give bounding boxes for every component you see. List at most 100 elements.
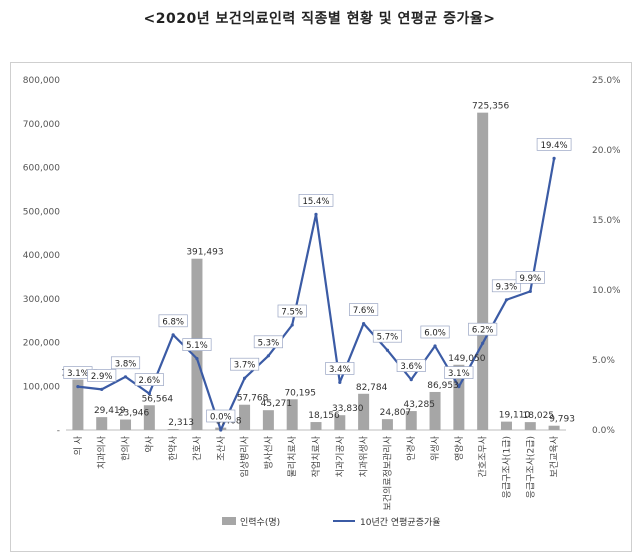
left-axis-tick-label: - [57, 426, 60, 436]
bar-value-label: 57,768 [237, 394, 269, 404]
rate-label: 3.1% [67, 369, 89, 379]
axis-layer: - 100,000 200,000 300,000 400,000 500,000 600,… [23, 76, 621, 511]
rate-label: 3.8% [115, 359, 137, 369]
rate-label: 0.0% [210, 413, 232, 423]
bar-value-label: 725,356 [472, 102, 509, 112]
left-axis-tick-label: 400,000 [23, 251, 60, 261]
left-axis-tick-label: 100,000 [23, 382, 60, 392]
category-label: 위생사 [430, 435, 441, 461]
line-point [409, 378, 413, 382]
rate-label: 2.6% [139, 376, 161, 386]
bar [96, 417, 108, 430]
category-label: 응급구조사(1급) [501, 436, 512, 498]
legend-bar-label: 인력수(명) [240, 516, 280, 528]
bar-value-label: 9,793 [549, 415, 575, 425]
bar-value-label: 149,050 [448, 354, 485, 364]
chart-title: <2020년 보건의료인력 직종별 현황 및 연평균 증가율> [143, 11, 496, 27]
category-label: 물리치료사 [286, 435, 298, 477]
bar-value-label: 82,784 [356, 383, 388, 393]
rate-label-box [349, 303, 379, 316]
rate-label-box [536, 138, 572, 151]
bar [262, 410, 274, 430]
line-point [195, 357, 199, 361]
category-label: 치과기공사 [334, 435, 346, 477]
rate-label: 3.4% [329, 365, 351, 375]
bar [453, 364, 465, 430]
bar [143, 405, 155, 430]
rate-label: 5.7% [377, 333, 399, 343]
category-label: 영양사 [454, 435, 465, 461]
rate-label-box [468, 322, 498, 336]
category-label: 간호조무사 [478, 435, 489, 477]
labels-layer: 115,18529,41923,94656,5642,313391,4935,4… [61, 102, 575, 428]
line-point [528, 289, 532, 293]
bar [524, 422, 536, 430]
line-point [457, 385, 461, 389]
rate-label: 9.9% [519, 274, 541, 284]
rate-label-box [134, 373, 164, 386]
bar [286, 399, 298, 430]
legend-line-label: 10년간 연평균증가율 [360, 517, 441, 528]
bar-value-label: 24,807 [380, 408, 412, 418]
line-point [362, 322, 366, 326]
rate-label: 6.8% [162, 317, 184, 327]
bar [72, 379, 84, 430]
rate-label-box [444, 366, 474, 379]
category-label: 의 사 [73, 435, 84, 455]
category-label: 치과위생사 [358, 435, 370, 477]
line-point [433, 344, 437, 348]
line-point [504, 298, 509, 302]
line-point [76, 385, 80, 389]
bar-value-label: 86,953 [427, 381, 459, 391]
bar-value-label: 43,285 [403, 400, 435, 410]
rate-label: 5.3% [258, 338, 280, 348]
rate-label-box [298, 194, 334, 207]
rate-label-box [87, 369, 117, 382]
category-label: 한약사 [167, 435, 179, 461]
line-point [338, 380, 342, 384]
rate-label-box [420, 325, 450, 339]
right-axis-tick-label: 5.0% [592, 356, 615, 366]
rate-label: 3.1% [448, 369, 470, 379]
rate-label-box [325, 362, 355, 375]
bar-value-label: 19,110 [499, 411, 531, 421]
right-axis-tick-label: 10.0% [592, 286, 621, 296]
rate-label-box [515, 271, 545, 284]
bar [358, 393, 370, 430]
category-label: 간호사 [192, 435, 203, 461]
bar [405, 411, 417, 430]
left-axis-tick-label: 600,000 [23, 164, 60, 174]
rate-label: 5.1% [186, 341, 208, 351]
rate-label: 3.7% [234, 361, 256, 371]
category-label: 약사 [143, 435, 155, 452]
bar [310, 422, 322, 430]
line-point [219, 428, 223, 432]
category-label: 보건의료정보관리사 [382, 435, 393, 510]
bar [120, 419, 132, 430]
bar-value-label: 56,564 [142, 394, 174, 404]
rate-label-box [110, 356, 141, 370]
category-label: 응급구조사(2급) [525, 436, 536, 498]
rate-label-box [277, 304, 307, 318]
legend: 인력수(명) 10년간 연평균증가율 [222, 516, 441, 528]
bar [429, 391, 441, 430]
category-label: 방사선사 [263, 435, 274, 469]
bar [477, 112, 489, 431]
right-axis-tick-label: 15.0% [592, 216, 621, 226]
rate-label-box [253, 335, 283, 349]
rate-label-box [396, 359, 426, 372]
line-point [385, 348, 390, 352]
rate-label-box [372, 329, 402, 343]
left-axis-tick-label: 300,000 [23, 295, 60, 305]
rate-label-box [491, 279, 522, 293]
category-label: 치과의사 [96, 435, 108, 469]
legend-bar-swatch [222, 517, 236, 525]
rate-label-box [182, 338, 212, 351]
right-axis-tick-label: 25.0% [592, 76, 621, 86]
line-point [314, 212, 318, 216]
bar-value-label: 29,419 [94, 406, 126, 416]
rate-label-box [230, 357, 260, 371]
right-axis-tick-label: 20.0% [592, 146, 621, 156]
bar-value-label: 18,156 [308, 411, 340, 421]
category-label: 한의사 [121, 435, 132, 461]
